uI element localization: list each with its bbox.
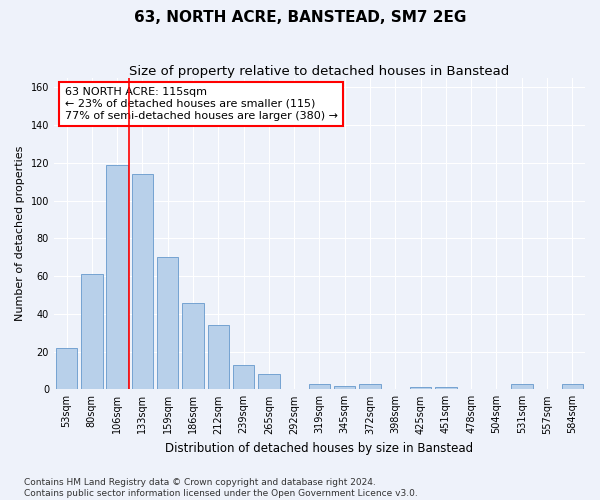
Bar — [359, 384, 381, 390]
Bar — [233, 365, 254, 390]
Bar — [511, 384, 533, 390]
Bar — [334, 386, 355, 390]
Bar — [56, 348, 77, 390]
Bar — [208, 325, 229, 390]
Bar — [81, 274, 103, 390]
Text: 63 NORTH ACRE: 115sqm
← 23% of detached houses are smaller (115)
77% of semi-det: 63 NORTH ACRE: 115sqm ← 23% of detached … — [65, 88, 338, 120]
Bar — [258, 374, 280, 390]
Title: Size of property relative to detached houses in Banstead: Size of property relative to detached ho… — [130, 65, 509, 78]
Text: Contains HM Land Registry data © Crown copyright and database right 2024.
Contai: Contains HM Land Registry data © Crown c… — [24, 478, 418, 498]
Bar — [410, 388, 431, 390]
Bar — [435, 388, 457, 390]
Y-axis label: Number of detached properties: Number of detached properties — [15, 146, 25, 322]
Bar — [157, 257, 178, 390]
Bar — [131, 174, 153, 390]
Bar — [106, 165, 128, 390]
Bar — [562, 384, 583, 390]
Bar — [309, 384, 330, 390]
Text: 63, NORTH ACRE, BANSTEAD, SM7 2EG: 63, NORTH ACRE, BANSTEAD, SM7 2EG — [134, 10, 466, 25]
Bar — [182, 302, 204, 390]
X-axis label: Distribution of detached houses by size in Banstead: Distribution of detached houses by size … — [166, 442, 473, 455]
